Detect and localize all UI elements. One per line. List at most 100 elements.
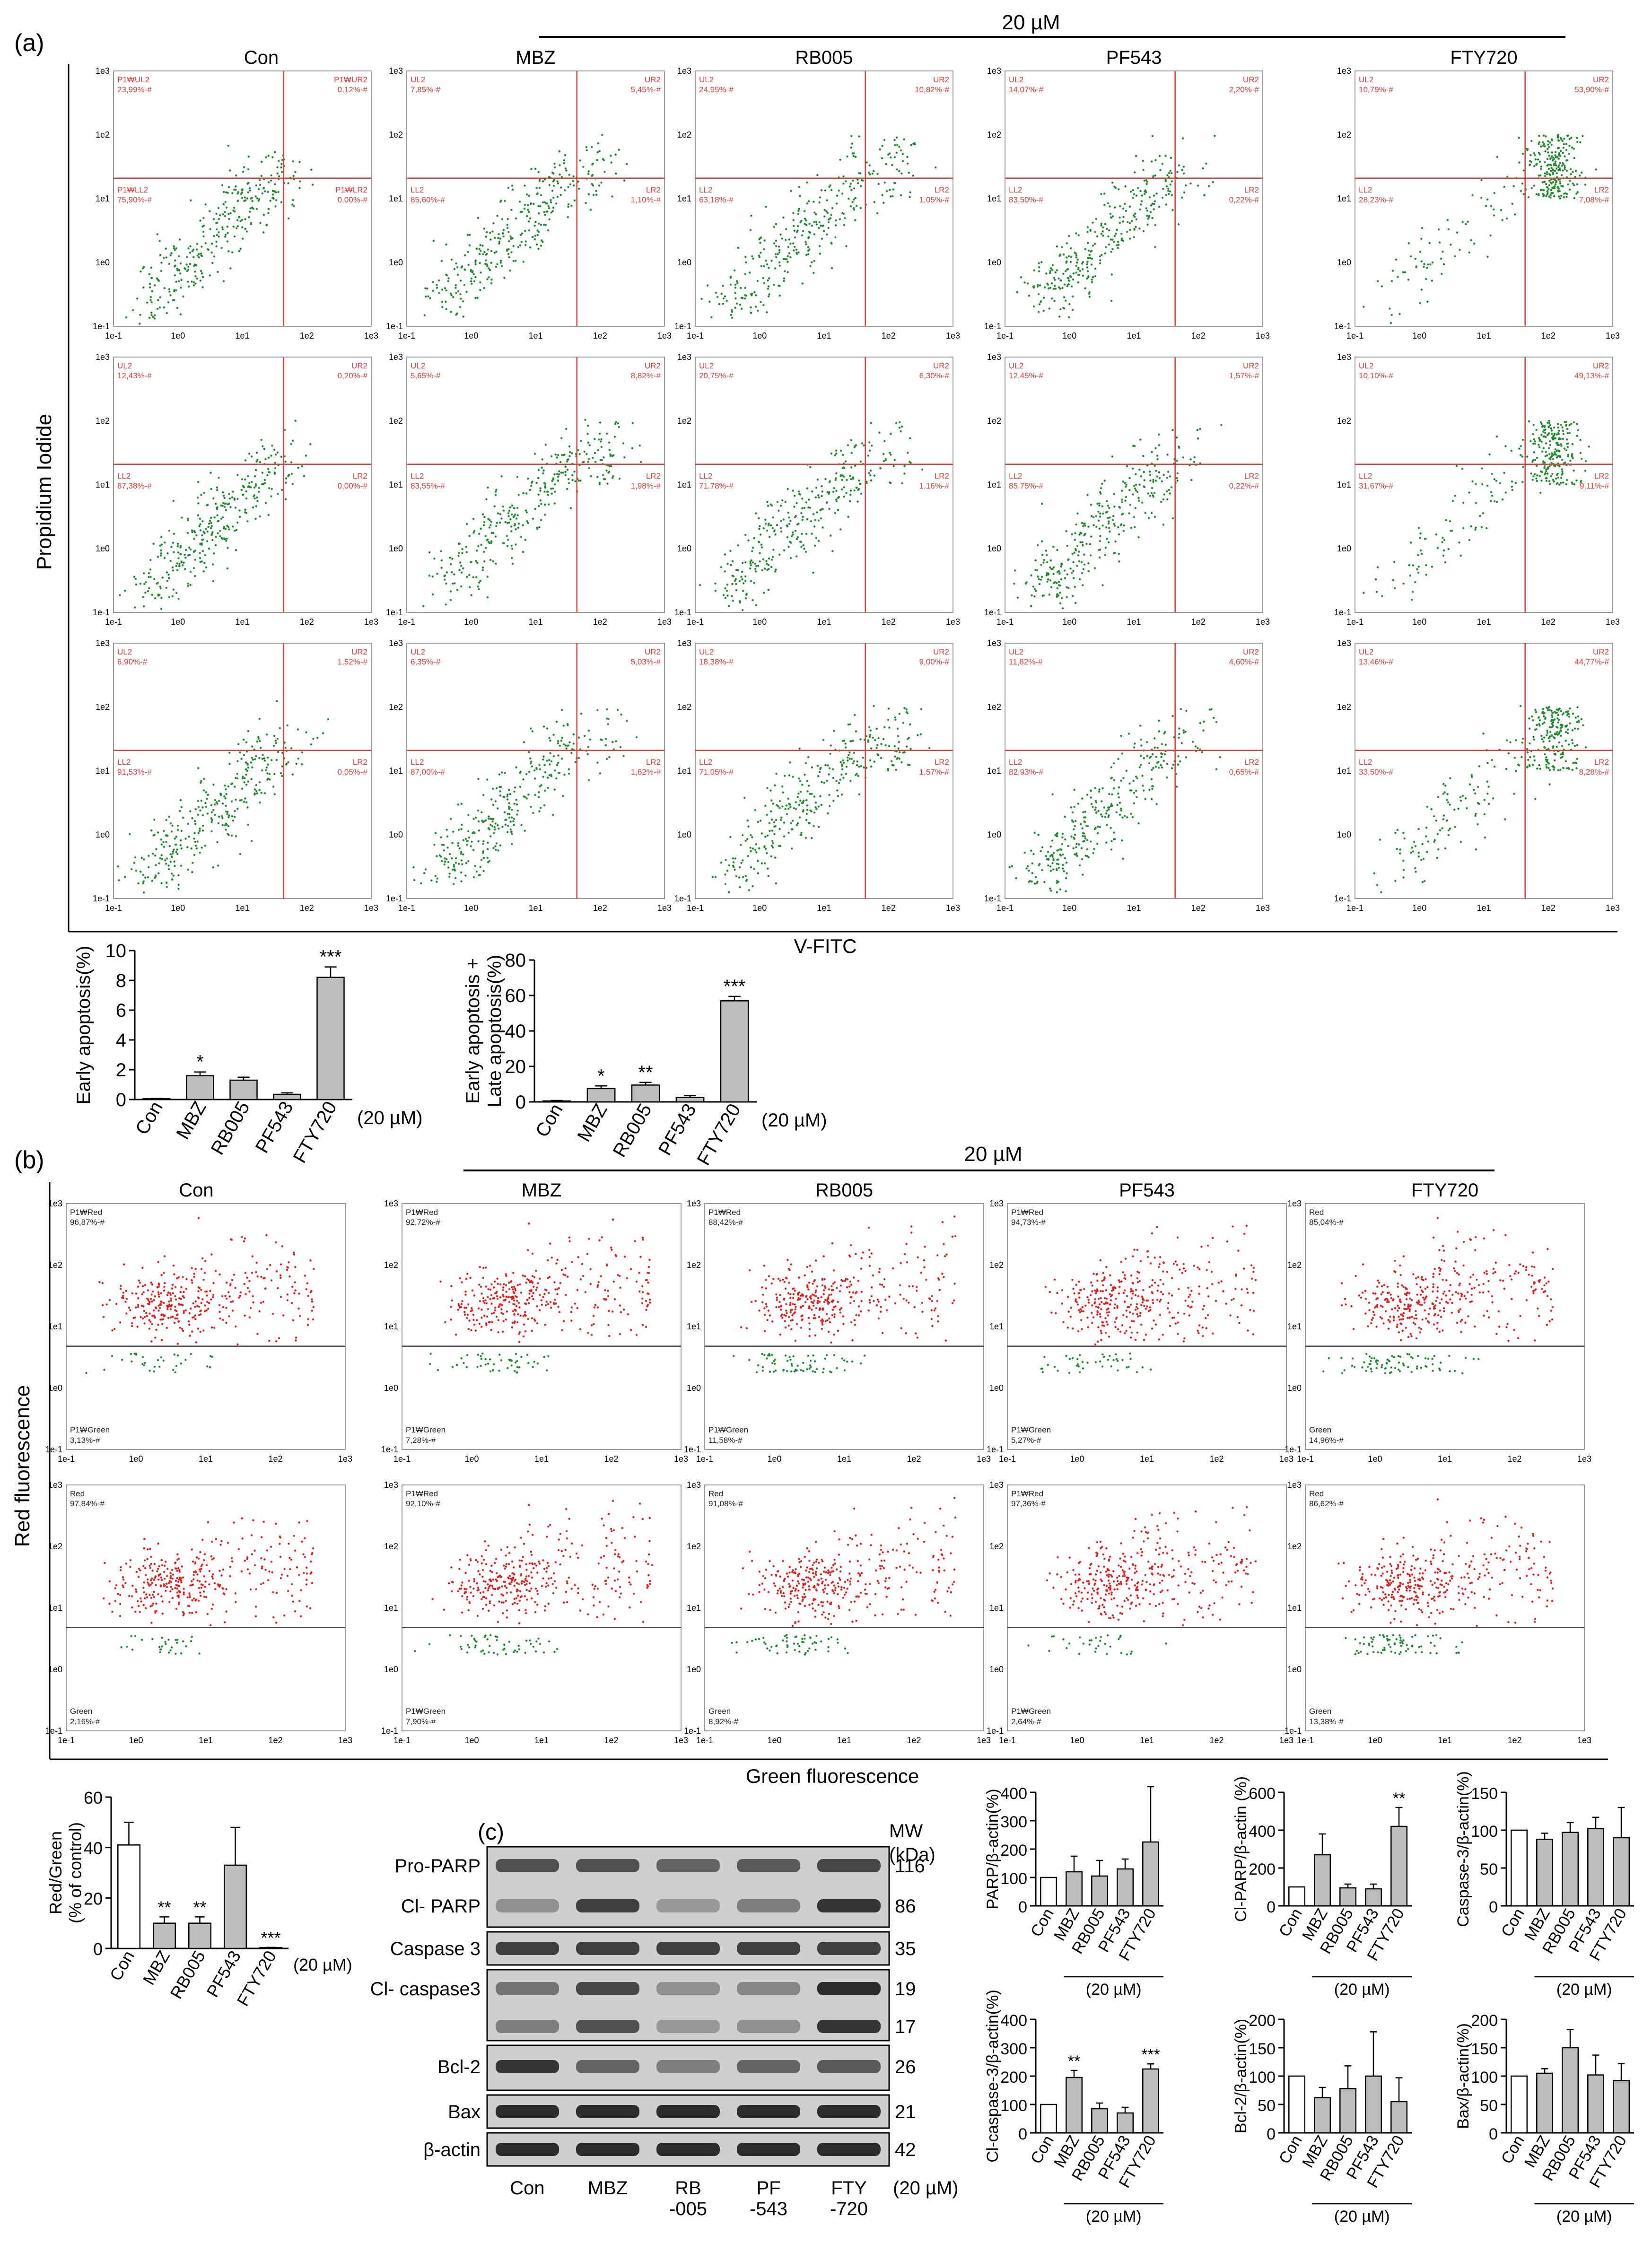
event-dot [1550,189,1553,192]
event-dot [1552,745,1555,748]
event-dot [493,252,496,254]
event-dot [154,314,156,316]
event-dot [263,792,266,794]
event-dot [221,824,224,826]
event-dot [1142,455,1145,457]
event-dot [1083,820,1085,823]
event-dot [205,528,207,530]
event-dot [1082,268,1084,271]
event-dot [519,786,522,788]
event-dot [232,490,234,493]
event-dot [607,718,610,720]
event-dot [1097,810,1100,812]
event-dot [577,480,580,482]
quadrant-text: 1,16%-# [919,481,950,490]
event-dot [450,311,452,313]
event-dot [450,294,453,297]
event-dot [795,231,798,233]
event-dot [1137,822,1140,825]
event-dot [813,221,815,223]
event-dot [291,483,294,485]
event-dot [1051,264,1054,266]
event-dot [1566,438,1568,441]
event-dot [1056,245,1058,248]
event-dot [800,832,803,834]
event-dot [578,453,581,455]
event-dot [867,741,869,743]
event-dot [512,820,515,822]
column-title-FTY720: FTY720 [1450,47,1517,68]
event-dot [1557,169,1560,171]
x-tick-label: 1e0 [752,903,767,913]
event-dot [504,823,507,826]
event-dot [565,747,568,750]
event-dot [1086,494,1089,496]
event-dot [1054,285,1056,287]
quadrant-text: UL2 [1009,361,1023,370]
quadrant-text: UR2 [645,75,661,84]
event-dot [460,585,463,588]
event-dot [206,812,209,815]
event-dot [1126,816,1128,819]
event-dot [1155,470,1157,472]
event-dot [479,580,481,582]
event-dot [877,754,880,757]
event-dot [522,778,524,781]
event-dot [251,745,253,748]
event-dot [199,851,201,854]
event-dot [828,794,830,796]
event-dot [478,829,481,832]
event-dot [1427,263,1429,266]
event-dot [1090,790,1092,792]
event-dot [1058,867,1060,869]
event-dot [522,492,524,495]
event-dot [1559,455,1561,457]
event-dot [446,847,449,849]
event-dot [562,795,564,797]
event-dot [1078,864,1081,867]
event-dot [1082,261,1084,263]
event-dot [760,546,763,549]
event-dot [1067,845,1069,847]
event-dot [1500,209,1503,211]
event-dot [246,762,249,765]
event-dot [1015,877,1017,880]
event-dot [220,815,223,818]
event-dot [1117,526,1119,529]
event-dot [1570,173,1572,175]
event-dot [587,193,590,195]
event-dot [227,232,229,234]
event-dot [197,806,200,808]
y-tick-label: 1e0 [389,258,403,267]
event-dot [1550,475,1553,478]
event-dot [1577,429,1580,432]
event-dot [169,559,172,562]
event-dot [897,747,900,750]
y-tick-label: 1e1 [1337,194,1351,203]
event-dot [1540,166,1542,168]
event-dot [1047,578,1049,581]
event-dot [245,768,247,771]
event-dot [910,144,912,146]
event-dot [832,777,835,779]
event-dot [1557,433,1560,435]
event-dot [1539,719,1541,722]
event-dot [510,251,513,253]
event-dot [1087,570,1090,572]
event-dot [1442,783,1445,786]
event-dot [1092,276,1094,279]
event-dot [247,780,249,783]
event-dot [1064,857,1066,859]
event-dot [1534,154,1536,157]
event-dot [1501,219,1503,221]
event-dot [1067,558,1070,561]
event-dot [1132,493,1134,496]
event-dot [178,269,180,271]
event-dot [768,822,771,824]
event-dot [1446,219,1449,221]
event-dot [489,232,491,234]
event-dot [1442,554,1445,557]
event-dot [171,878,173,881]
event-dot [231,815,234,818]
event-dot [284,498,287,500]
